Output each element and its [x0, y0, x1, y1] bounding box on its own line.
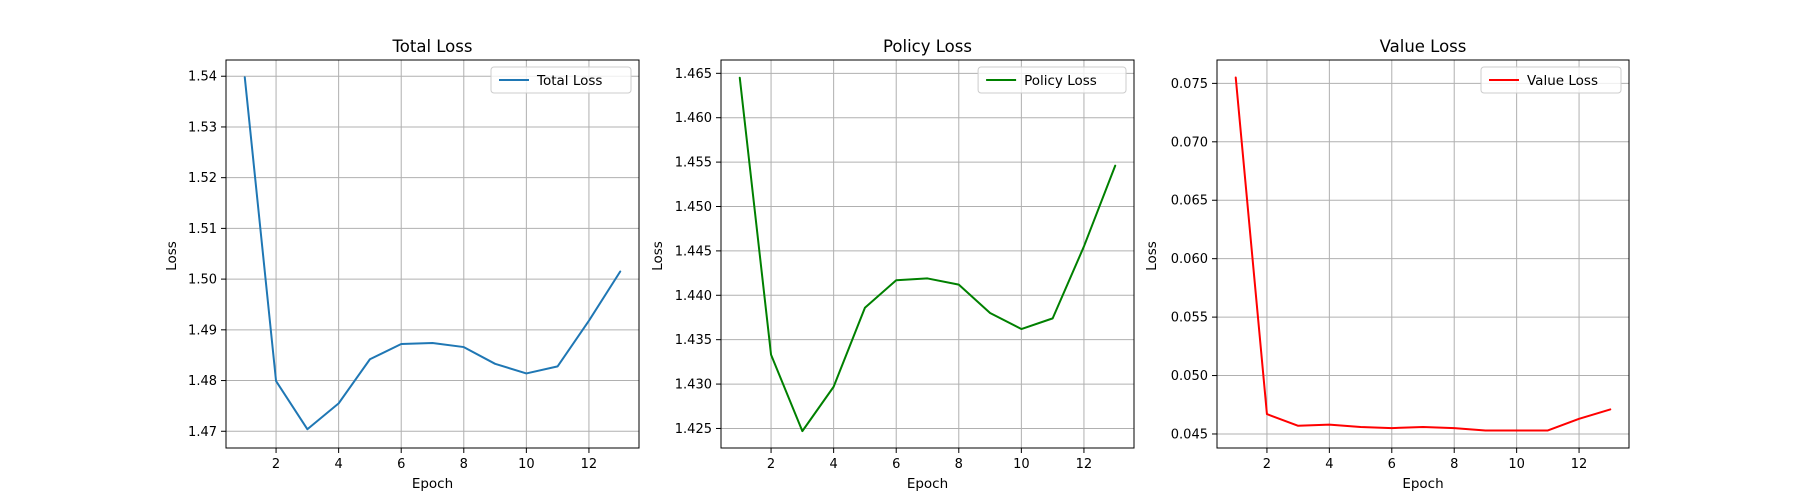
x-axis-ticks: 2 4 6 8 10 12 [1263, 448, 1588, 472]
x-tick-label: 6 [892, 457, 900, 472]
y-tick-label: 0.070 [1171, 135, 1208, 150]
y-axis-label: Loss [650, 241, 666, 271]
series-line [243, 76, 622, 431]
x-tick-label: 8 [955, 457, 963, 472]
y-tick-label: 0.075 [1171, 77, 1208, 92]
y-tick-label: 1.50 [188, 273, 217, 288]
x-tick-label: 4 [829, 457, 837, 472]
series-line [1234, 76, 1612, 432]
axes-frame [720, 59, 1135, 449]
x-axis-label: Epoch [907, 476, 948, 492]
legend-label: Total Loss [536, 73, 602, 89]
y-axis-ticks: 1.425 1.430 1.435 1.440 1.445 1.450 1.455 1.460… [675, 67, 721, 437]
axes-frame [1216, 59, 1630, 449]
y-tick-label: 0.065 [1171, 194, 1208, 209]
y-axis-label: Loss [164, 241, 180, 271]
subplot-policy-loss: Policy Loss Epoch Loss 2 4 6 8 10 12 1.425 1.43… [650, 37, 1135, 492]
y-tick-label: 1.53 [188, 120, 217, 135]
legend-box [490, 66, 632, 94]
chart-title: Policy Loss [883, 37, 972, 56]
y-tick-label: 1.445 [675, 244, 712, 259]
y-tick-label: 1.47 [188, 425, 217, 440]
y-tick-label: 0.060 [1171, 252, 1208, 267]
x-tick-label: 10 [1508, 457, 1525, 472]
x-tick-label: 10 [518, 457, 535, 472]
chart-title: Total Loss [392, 37, 473, 56]
y-tick-label: 1.460 [675, 111, 712, 126]
subplot-value-loss: Value Loss Epoch Loss 2 4 6 8 10 12 0.045 0.050… [1144, 37, 1630, 492]
y-tick-label: 1.450 [675, 200, 712, 215]
x-axis-ticks: 2 4 6 8 10 12 [767, 448, 1092, 472]
x-tick-label: 8 [1450, 457, 1458, 472]
chart-title: Value Loss [1380, 37, 1467, 56]
y-tick-label: 1.49 [188, 323, 217, 338]
x-tick-label: 8 [460, 457, 468, 472]
legend-label: Policy Loss [1024, 73, 1097, 89]
y-tick-label: 1.48 [188, 374, 217, 389]
x-tick-label: 12 [581, 457, 598, 472]
y-tick-label: 1.465 [675, 67, 712, 82]
x-axis-label: Epoch [412, 476, 453, 492]
y-tick-label: 1.440 [675, 289, 712, 304]
legend: Policy Loss [977, 66, 1127, 94]
x-tick-label: 2 [272, 457, 280, 472]
y-tick-label: 1.54 [188, 70, 217, 85]
x-axis-label: Epoch [1402, 476, 1443, 492]
y-tick-label: 1.435 [675, 333, 712, 348]
x-tick-label: 12 [1571, 457, 1588, 472]
y-tick-label: 1.455 [675, 156, 712, 171]
x-tick-label: 2 [767, 457, 775, 472]
y-tick-label: 0.055 [1171, 311, 1208, 326]
x-tick-label: 4 [1325, 457, 1333, 472]
y-tick-label: 0.045 [1171, 427, 1208, 442]
series-line [738, 76, 1117, 433]
y-tick-label: 0.050 [1171, 369, 1208, 384]
legend: Value Loss [1480, 66, 1622, 94]
legend-label: Value Loss [1527, 73, 1598, 89]
legend-box [1480, 66, 1622, 94]
x-tick-label: 6 [1388, 457, 1396, 472]
y-tick-label: 1.425 [675, 422, 712, 437]
x-tick-label: 12 [1076, 457, 1093, 472]
y-axis-ticks: 0.045 0.050 0.055 0.060 0.065 0.070 0.075 [1171, 77, 1217, 442]
y-tick-label: 1.430 [675, 378, 712, 393]
y-axis-ticks: 1.47 1.48 1.49 1.50 1.51 1.52 1.53 1.54 [188, 70, 226, 440]
y-tick-label: 1.52 [188, 171, 217, 186]
x-axis-ticks: 2 4 6 8 10 12 [272, 448, 597, 472]
subplot-total-loss: Total Loss Epoch Loss 2 4 6 8 10 121.471.481.… [164, 37, 640, 492]
x-tick-label: 2 [1263, 457, 1271, 472]
legend-box [977, 66, 1127, 94]
y-axis-label: Loss [1144, 241, 1160, 271]
legend: Total Loss [490, 66, 632, 94]
x-tick-label: 10 [1013, 457, 1030, 472]
y-tick-label: 1.51 [188, 222, 217, 237]
grid [721, 60, 1134, 448]
axes-frame [225, 59, 640, 449]
x-tick-label: 4 [334, 457, 342, 472]
x-tick-label: 6 [397, 457, 405, 472]
